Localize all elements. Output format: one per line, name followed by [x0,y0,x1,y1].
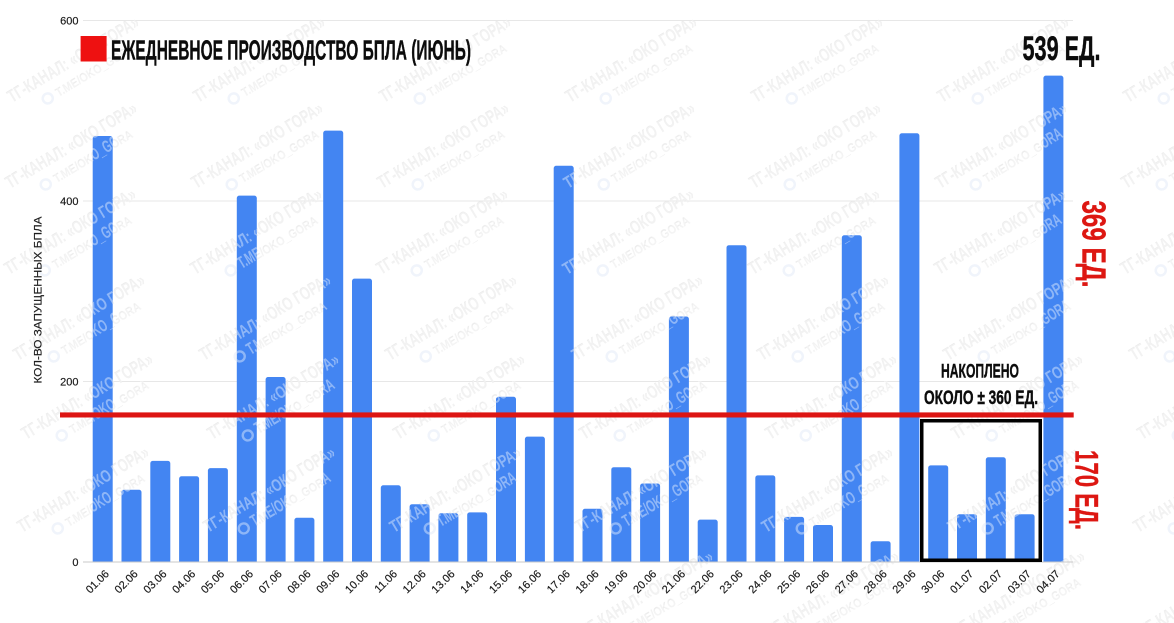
svg-text:ЕЖЕДНЕВНОЕ ПРОИЗВОДСТВО БПЛА (: ЕЖЕДНЕВНОЕ ПРОИЗВОДСТВО БПЛА (ИЮНЬ) [111,34,471,65]
svg-text:400: 400 [60,196,78,208]
svg-text:369 ЕД.: 369 ЕД. [1076,201,1113,288]
svg-text:0: 0 [72,557,78,569]
svg-text:170 ЕД.: 170 ЕД. [1069,450,1105,530]
svg-text:ОКОЛО ± 360 ЕД.: ОКОЛО ± 360 ЕД. [924,388,1038,409]
svg-text:КОЛ-ВО ЗАПУЩЕННЫХ БПЛА: КОЛ-ВО ЗАПУЩЕННЫХ БПЛА [33,216,45,384]
svg-text:200: 200 [60,377,78,389]
svg-text:НАКОПЛЕНО: НАКОПЛЕНО [941,362,1019,383]
svg-text:539 ЕД.: 539 ЕД. [1023,30,1101,68]
svg-text:600: 600 [60,16,78,28]
